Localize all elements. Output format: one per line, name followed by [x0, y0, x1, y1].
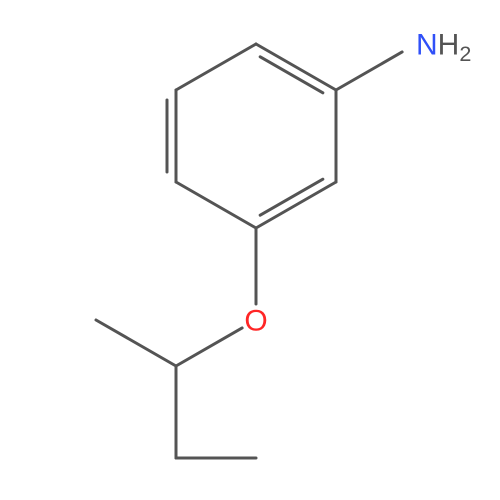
molecule-diagram: NH2 O: [0, 0, 500, 500]
bond-line: [260, 179, 323, 215]
bond-line: [256, 44, 336, 90]
atom-label-O: O: [244, 305, 267, 338]
bond-line: [256, 182, 336, 228]
bond-line: [336, 52, 402, 90]
bond-line: [176, 182, 256, 228]
bond-line: [176, 44, 256, 90]
bond-line: [96, 320, 176, 366]
bond-line: [260, 57, 323, 93]
bond-line: [176, 328, 242, 366]
atom-label-N: NH2: [416, 29, 471, 67]
